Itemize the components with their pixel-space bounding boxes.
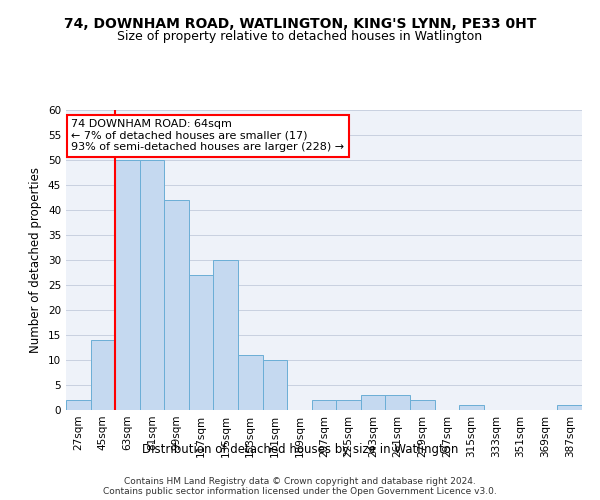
Text: Distribution of detached houses by size in Watlington: Distribution of detached houses by size … (142, 442, 458, 456)
Bar (238, 355, 263, 410)
Text: 74 DOWNHAM ROAD: 64sqm
← 7% of detached houses are smaller (17)
93% of semi-deta: 74 DOWNHAM ROAD: 64sqm ← 7% of detached … (71, 119, 344, 152)
Bar (91, 340, 115, 410)
Bar (557, 405, 582, 410)
Bar (385, 395, 410, 410)
Bar (263, 360, 287, 410)
Text: 74, DOWNHAM ROAD, WATLINGTON, KING'S LYNN, PE33 0HT: 74, DOWNHAM ROAD, WATLINGTON, KING'S LYN… (64, 18, 536, 32)
Bar (164, 200, 189, 410)
Bar (66, 400, 91, 410)
Bar (459, 405, 484, 410)
Text: Contains HM Land Registry data © Crown copyright and database right 2024.: Contains HM Land Registry data © Crown c… (124, 478, 476, 486)
Bar (140, 160, 164, 410)
Bar (336, 400, 361, 410)
Text: Size of property relative to detached houses in Watlington: Size of property relative to detached ho… (118, 30, 482, 43)
Bar (214, 260, 238, 410)
Bar (361, 395, 385, 410)
Y-axis label: Number of detached properties: Number of detached properties (29, 167, 43, 353)
Bar (312, 400, 336, 410)
Bar (189, 275, 214, 410)
Bar (410, 400, 434, 410)
Bar (115, 160, 140, 410)
Text: Contains public sector information licensed under the Open Government Licence v3: Contains public sector information licen… (103, 488, 497, 496)
